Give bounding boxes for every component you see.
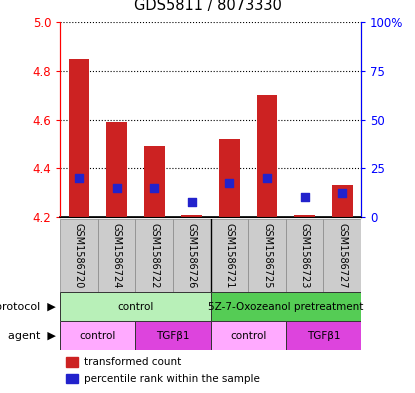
Bar bbox=[106, 122, 127, 217]
Bar bbox=[135, 219, 173, 292]
Text: GSM1586723: GSM1586723 bbox=[300, 222, 310, 288]
Text: GSM1586722: GSM1586722 bbox=[149, 222, 159, 288]
Point bbox=[339, 189, 346, 196]
Text: TGFβ1: TGFβ1 bbox=[156, 331, 190, 341]
Text: GSM1586724: GSM1586724 bbox=[112, 222, 122, 288]
Bar bbox=[66, 374, 78, 384]
Text: GSM1586726: GSM1586726 bbox=[187, 222, 197, 288]
Text: agent  ▶: agent ▶ bbox=[8, 331, 56, 341]
Bar bbox=[66, 357, 78, 367]
Bar bbox=[211, 292, 361, 321]
Bar bbox=[60, 219, 98, 292]
Bar bbox=[286, 321, 361, 350]
Point bbox=[76, 175, 82, 181]
Bar bbox=[257, 95, 277, 217]
Text: GDS5811 / 8073330: GDS5811 / 8073330 bbox=[134, 0, 281, 13]
Text: percentile rank within the sample: percentile rank within the sample bbox=[84, 374, 260, 384]
Text: control: control bbox=[80, 331, 116, 341]
Text: control: control bbox=[230, 331, 266, 341]
Point bbox=[188, 199, 195, 206]
Point bbox=[264, 175, 270, 181]
Text: transformed count: transformed count bbox=[84, 357, 181, 367]
Text: protocol  ▶: protocol ▶ bbox=[0, 301, 56, 312]
Text: 5Z-7-Oxozeanol pretreatment: 5Z-7-Oxozeanol pretreatment bbox=[208, 301, 364, 312]
Bar bbox=[294, 215, 315, 217]
Bar bbox=[211, 321, 286, 350]
Point bbox=[226, 180, 233, 186]
Bar bbox=[60, 321, 135, 350]
Point bbox=[151, 185, 158, 191]
Bar bbox=[323, 219, 361, 292]
Bar bbox=[98, 219, 135, 292]
Bar bbox=[68, 59, 89, 217]
Point bbox=[301, 195, 308, 201]
Bar bbox=[181, 215, 202, 217]
Text: GSM1586720: GSM1586720 bbox=[74, 222, 84, 288]
Bar bbox=[286, 219, 323, 292]
Text: GSM1586727: GSM1586727 bbox=[337, 222, 347, 288]
Text: control: control bbox=[117, 301, 154, 312]
Bar bbox=[332, 185, 353, 217]
Bar bbox=[211, 219, 248, 292]
Bar bbox=[248, 219, 286, 292]
Text: GSM1586725: GSM1586725 bbox=[262, 222, 272, 288]
Bar bbox=[60, 292, 211, 321]
Text: TGFβ1: TGFβ1 bbox=[307, 331, 340, 341]
Bar bbox=[219, 139, 240, 217]
Text: GSM1586721: GSM1586721 bbox=[225, 222, 234, 288]
Bar bbox=[135, 321, 210, 350]
Bar bbox=[173, 219, 210, 292]
Point bbox=[113, 185, 120, 191]
Bar bbox=[144, 147, 164, 217]
